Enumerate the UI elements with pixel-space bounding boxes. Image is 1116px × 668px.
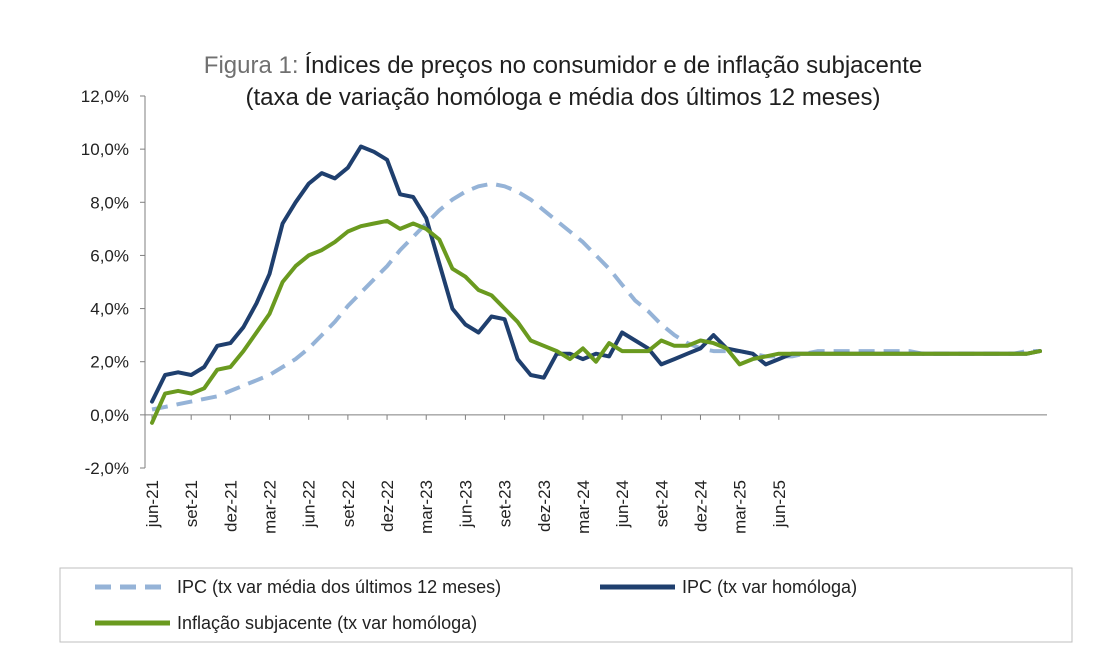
chart-title-main: Índices de preços no consumidor e de inf… (305, 52, 923, 79)
x-tick-label: jun-24 (613, 480, 632, 528)
chart-title-prefix: Figura 1: (204, 52, 299, 79)
y-tick-label: 2,0% (90, 353, 129, 372)
series-line-3 (150, 218, 1042, 425)
x-tick-label: jun-23 (456, 480, 475, 528)
y-tick-label: 12,0% (81, 87, 129, 106)
chart-title: Figura 1: Índices de preços no consumidor… (204, 52, 922, 79)
x-tick-label: set-22 (339, 480, 358, 527)
x-tick-label: set-23 (496, 480, 515, 527)
legend: IPC (tx var média dos últimos 12 meses) I… (59, 567, 1073, 643)
chart-subtitle: (taxa de variação homóloga e média dos ú… (246, 84, 881, 111)
x-tick-label: mar-25 (731, 480, 750, 534)
y-tick-label: 6,0% (90, 246, 129, 265)
legend-label-2: IPC (tx var homóloga) (682, 577, 857, 597)
x-tick-label: jun-22 (300, 480, 319, 528)
x-tick-label: mar-22 (261, 480, 280, 534)
x-tick-label: set-24 (652, 480, 671, 527)
series-line-1 (151, 181, 1040, 412)
x-tick-label: mar-23 (417, 480, 436, 534)
axes: -2,0% 0,0% 2,0% 4,0% 6,0% 8,0% 10,0% 12,0% jun-2… (81, 87, 1047, 534)
x-tick-label: dez-23 (535, 480, 554, 532)
y-tick-label: 10,0% (81, 140, 129, 159)
x-tick-label: jun-21 (143, 480, 162, 528)
legend-frame (59, 567, 1073, 643)
legend-label-1: IPC (tx var média dos últimos 12 meses) (177, 577, 501, 597)
y-tick-label: 8,0% (90, 193, 129, 212)
y-tick-label: -2,0% (85, 459, 129, 478)
x-tick-label: jun-25 (770, 480, 789, 528)
x-tick-label: dez-22 (378, 480, 397, 532)
x-tick-label: mar-24 (574, 480, 593, 534)
legend-label-3: Inflação subjacente (tx var homóloga) (177, 613, 477, 633)
y-tick-label: 0,0% (90, 406, 129, 425)
x-tick-label: dez-24 (691, 480, 710, 532)
x-tick-label: set-21 (182, 480, 201, 527)
x-tick-label: dez-21 (221, 480, 240, 532)
series-layer (150, 144, 1042, 425)
y-tick-label: 4,0% (90, 300, 129, 319)
